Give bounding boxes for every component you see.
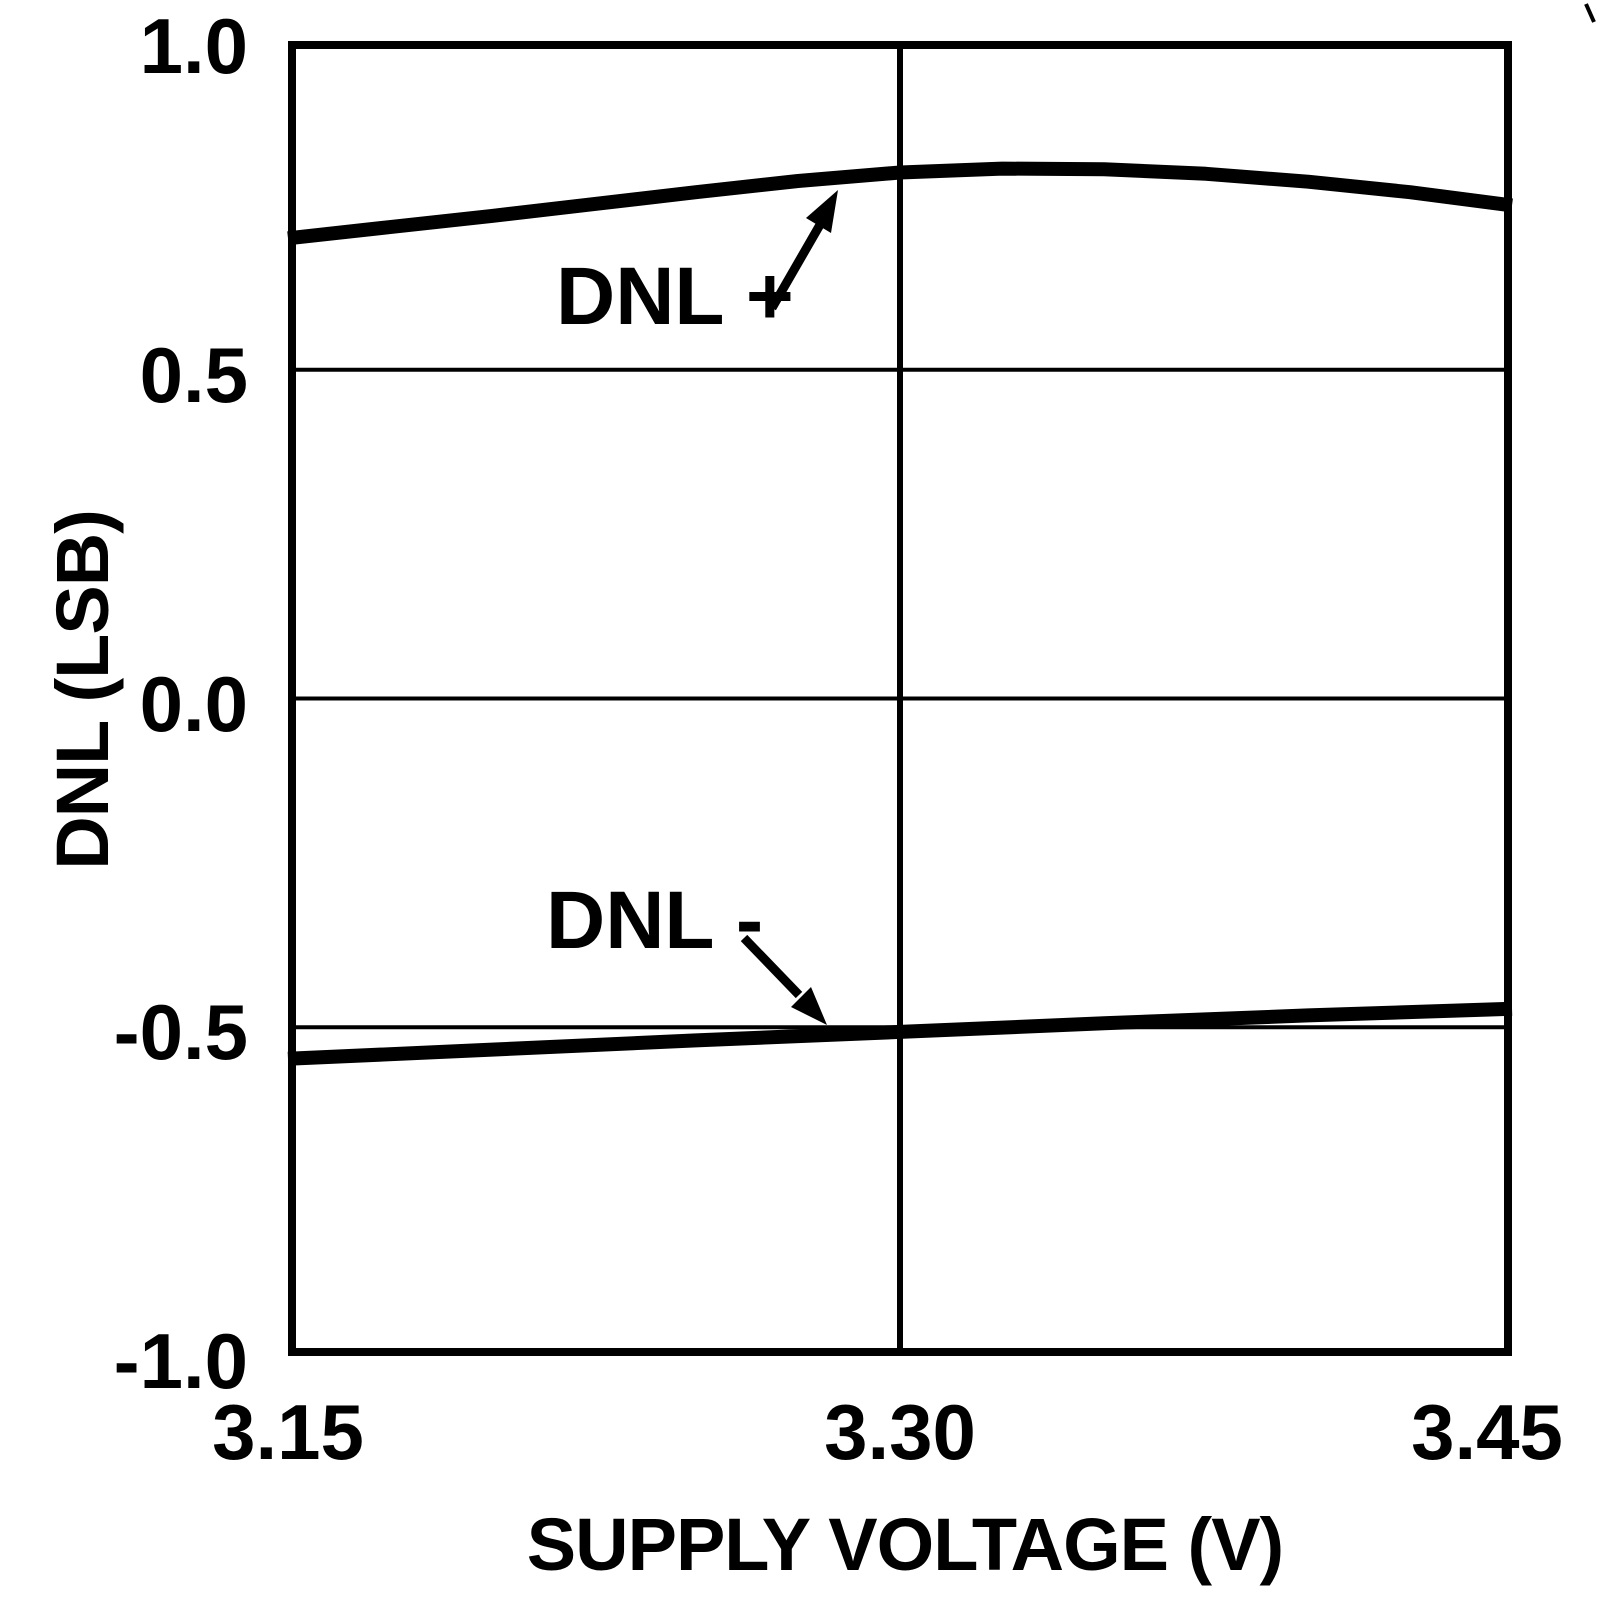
stray-mark: [1584, 3, 1596, 23]
x-axis-title: SUPPLY VOLTAGE (V): [526, 1503, 1284, 1586]
y-axis-title: DNL (LSB): [41, 510, 124, 870]
curve-dnl-plus: [287, 161, 1513, 246]
x-tick-3.15: 3.15: [212, 1388, 364, 1476]
y-tick-neg1.0: -1.0: [113, 1317, 248, 1405]
y-tick-neg0.5: -0.5: [113, 988, 248, 1077]
y-tick-1.0: 1.0: [139, 2, 248, 90]
dnl-plus-arrow: [768, 190, 838, 311]
x-tick-3.30: 3.30: [824, 1388, 976, 1476]
annotation-dnl-plus: DNL +: [556, 251, 794, 342]
x-tick-3.45: 3.45: [1411, 1388, 1563, 1476]
annotation-dnl-minus: DNL -: [546, 875, 764, 966]
dnl-minus-arrow: [740, 934, 827, 1025]
plot-frame: [288, 41, 1512, 1356]
y-tick-0.0: 0.0: [139, 659, 248, 748]
curve-dnl-minus: [287, 1001, 1513, 1066]
y-tick-0.5: 0.5: [139, 330, 248, 419]
